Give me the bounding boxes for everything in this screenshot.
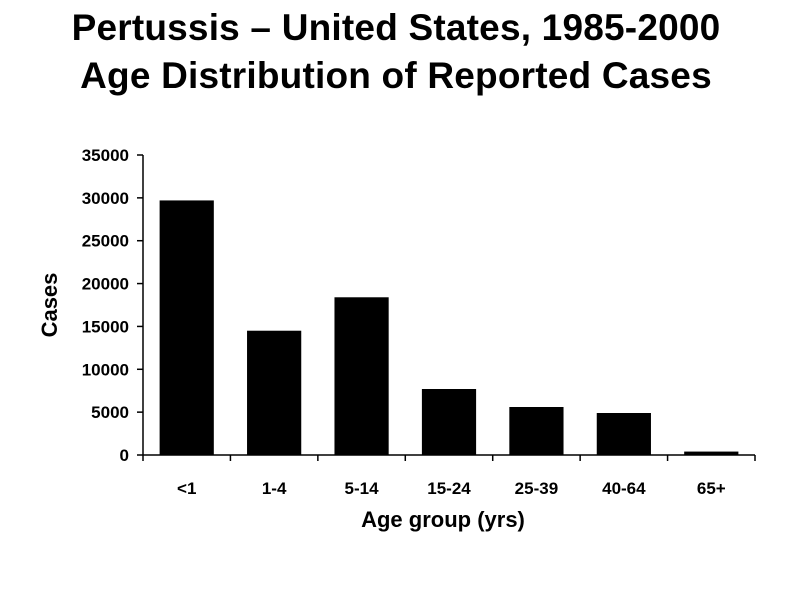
y-axis: 0 5000 10000 15000 20000 25000 30000 35000 bbox=[82, 146, 144, 465]
bar-5-14 bbox=[334, 297, 389, 455]
y-tick-label: 15000 bbox=[82, 317, 129, 336]
chart-title: Pertussis – United States, 1985-2000 bbox=[71, 7, 721, 48]
x-tick-label: 5-14 bbox=[345, 479, 380, 498]
bar-<1 bbox=[159, 200, 214, 455]
x-tick-label: 40-64 bbox=[602, 479, 646, 498]
bar-65+ bbox=[684, 451, 739, 455]
y-tick-label: 5000 bbox=[91, 403, 129, 422]
y-tick-label: 10000 bbox=[82, 360, 129, 379]
bar-25-39 bbox=[509, 407, 564, 455]
x-tick-label: 1-4 bbox=[262, 479, 287, 498]
chart-subtitle: Age Distribution of Reported Cases bbox=[80, 55, 712, 96]
y-axis-label: Cases bbox=[37, 273, 62, 338]
bars bbox=[159, 200, 739, 455]
y-tick-label: 35000 bbox=[82, 146, 129, 165]
bar-40-64 bbox=[596, 413, 651, 455]
y-tick-label: 20000 bbox=[82, 275, 129, 294]
bar-1-4 bbox=[247, 330, 302, 455]
x-tick-label: 65+ bbox=[697, 479, 726, 498]
y-tick-label: 0 bbox=[120, 446, 129, 465]
y-tick-label: 25000 bbox=[82, 232, 129, 251]
x-axis-label: Age group (yrs) bbox=[361, 507, 525, 532]
x-axis: <1 1-4 5-14 15-24 25-39 40-64 65+ bbox=[142, 454, 756, 498]
x-tick-label: 25-39 bbox=[515, 479, 558, 498]
x-tick-label: <1 bbox=[177, 479, 196, 498]
bar-15-24 bbox=[421, 389, 477, 455]
y-tick-label: 30000 bbox=[82, 189, 129, 208]
x-tick-label: 15-24 bbox=[427, 479, 471, 498]
